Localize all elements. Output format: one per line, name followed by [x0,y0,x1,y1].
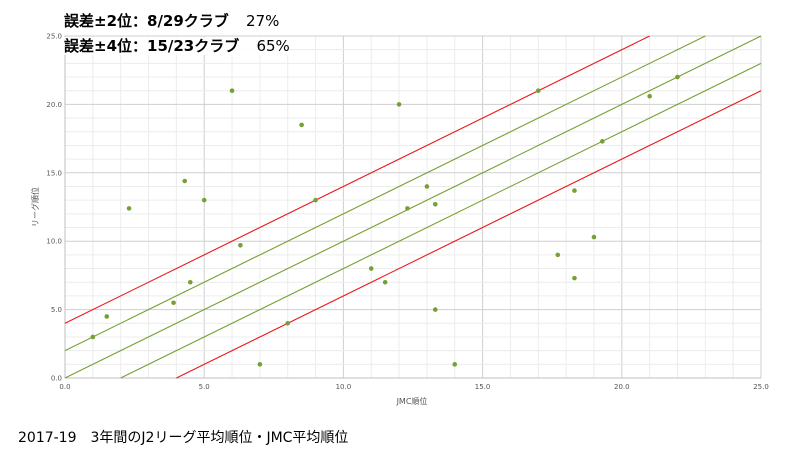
x-tick-label: 5.0 [199,383,210,391]
x-tick-label: 10.0 [336,383,352,391]
x-tick-label: 25.0 [753,383,769,391]
data-point [555,252,561,258]
data-point [600,139,605,144]
data-point [572,275,577,281]
data-point [591,234,597,240]
data-point [313,197,318,203]
y-tick-label: 15.0 [46,169,62,177]
diagonal-line [64,35,762,379]
x-tick-label: 0.0 [59,383,70,391]
data-point [424,184,430,189]
y-tick-label: 25.0 [46,33,62,41]
y-tick-label: 0.0 [51,375,62,383]
x-tick-label: 15.0 [475,383,491,391]
data-point [572,188,577,193]
error-bound-line-4 [64,35,650,324]
accuracy-annotation-2: 誤差±2位：8/29クラブ 27% [64,12,280,30]
data-point [229,88,235,94]
data-point [126,206,132,211]
data-point [396,102,402,107]
data-point [432,201,438,207]
data-point [535,88,541,94]
data-point [257,362,263,367]
data-point [452,362,458,367]
data-point [187,279,193,285]
y-tick-label: 5.0 [51,306,62,314]
chart-axes: 0.0 5.0 10.0 15.0 20.0 25.0 0.0 5.0 10.0 15.0 20.0… [46,33,768,392]
data-point [238,243,243,248]
data-point [405,206,410,211]
annotation-value: 27% [246,12,280,30]
error-bound-line-2 [120,62,762,379]
data-points [90,74,680,367]
chart-caption: 2017-19 3年間のJ2リーグ平均順位・JMC平均順位 [18,430,349,446]
annotation-value: 65% [256,37,290,55]
x-tick-label: 20.0 [614,383,630,391]
data-point [647,93,652,99]
error-bound-line-2 [64,35,706,352]
error-bound-line-4 [176,90,762,379]
data-point [171,300,176,306]
annotation-label: 誤差±2位：8/29クラブ [64,12,229,30]
accuracy-annotation-4: 誤差±4位：15/23クラブ 65% [64,37,290,55]
data-point [432,307,438,312]
data-point [368,266,374,271]
chart-grid [64,35,762,379]
y-tick-label: 20.0 [46,101,62,109]
data-point [675,74,680,80]
data-point [182,178,188,184]
data-point [285,320,291,326]
annotation-label: 誤差±4位：15/23クラブ [64,37,240,55]
data-point [201,197,207,203]
data-point [382,279,388,285]
y-tick-label: 10.0 [46,238,62,246]
data-point [90,334,96,340]
y-axis-label: リーグ順位 [30,187,40,227]
data-point [104,314,110,319]
x-axis-label: JMC順位 [396,396,428,406]
data-point [299,122,304,128]
reference-lines [64,35,762,379]
